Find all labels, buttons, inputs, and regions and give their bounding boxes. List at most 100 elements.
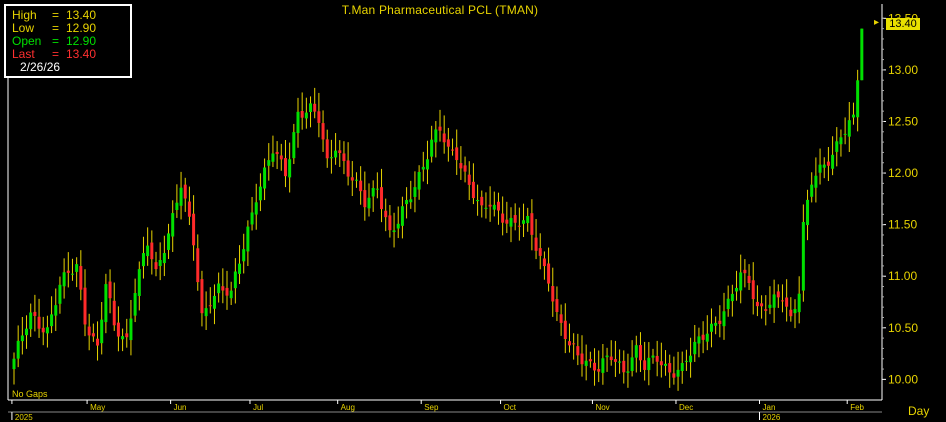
candle-up [730,293,734,302]
open-label: Open [12,34,42,48]
candle-up [634,345,638,358]
candle-up [250,212,254,225]
candle-up [522,220,526,224]
candle-down [116,322,120,337]
candle-down [338,150,342,154]
candle-up [814,175,818,188]
high-label: High [12,8,37,22]
candle-down [313,103,317,112]
candle-down [446,139,450,147]
candle-down [79,266,83,290]
candle-up [133,293,137,316]
candle-down [760,303,764,307]
candle-up [601,358,605,373]
candle-down [505,219,509,224]
x-month-label: Feb [850,403,864,412]
candle-up [421,166,425,170]
date-readout: 2/26/26 [20,60,61,74]
candle-down [451,149,455,151]
candle-up [371,188,375,197]
x-month-label: Jul [253,403,263,412]
y-tick-label: 12.50 [888,114,918,128]
candle-down [208,305,212,307]
candle-up [58,284,62,304]
candle-up [843,133,847,135]
candle-down [789,309,793,317]
candle-down [463,165,467,172]
candle-up [354,179,358,181]
candle-up [860,28,864,81]
candle-up [847,120,851,137]
candle-up [626,371,630,373]
y-tick-label: 10.50 [888,321,918,335]
candle-up [584,360,588,366]
open-row: Open = 12.90 [12,35,130,48]
x-month-label: Dec [679,403,693,412]
candle-down [563,320,567,340]
candle-up [476,199,480,202]
candle-up [664,363,668,366]
candle-up [175,202,179,211]
candle-down [438,126,442,131]
candle-down [638,345,642,361]
candle-up [409,199,413,203]
candle-down [275,151,279,155]
last-eq: = [52,47,60,61]
low-value: 12.90 [66,21,97,35]
candle-up [856,80,860,118]
candle-up [726,298,730,310]
candle-down [597,369,601,372]
candle-down [346,160,350,177]
candle-down [108,281,112,299]
candle-down [572,343,576,345]
low-eq: = [52,21,60,35]
candle-up [100,319,104,344]
candle-up [75,264,79,272]
candle-down [442,133,446,143]
candle-down [655,355,659,362]
candle-up [705,333,709,342]
candle-up [801,221,805,291]
candle-down [755,301,759,307]
candle-down [384,210,388,218]
candle-up [16,340,20,359]
candle-up [171,213,175,237]
candle-down [96,338,100,346]
candle-up [822,164,826,168]
candle-up [818,164,822,173]
candle-down [659,361,663,366]
candle-down [513,215,517,223]
candle-up [70,273,74,275]
candle-up [158,260,162,267]
candle-up [292,132,296,159]
candle-up [217,283,221,294]
candle-up [405,200,409,205]
candle-down [87,326,91,336]
candle-up [430,139,434,157]
candle-up [526,215,530,224]
candle-up [693,341,697,355]
candle-down [225,287,229,296]
candle-down [488,204,492,207]
candle-up [851,114,855,118]
candle-down [580,353,584,365]
candle-up [309,103,313,113]
candle-down [593,362,597,371]
candle-up [676,369,680,377]
candle-down [555,299,559,313]
period-label[interactable]: Day [908,404,930,418]
candle-up [242,249,246,262]
x-month-label: Nov [595,403,609,412]
candle-up [417,171,421,190]
candle-up [288,159,292,178]
y-tick-label: 11.00 [888,269,917,283]
candle-down [764,309,768,311]
candle-up [233,271,237,289]
candle-up [396,223,400,229]
candle-down [517,225,521,227]
candle-up [20,335,24,342]
candle-up [179,187,183,206]
candle-down [559,314,563,323]
y-tick-label: 12.00 [888,166,918,180]
